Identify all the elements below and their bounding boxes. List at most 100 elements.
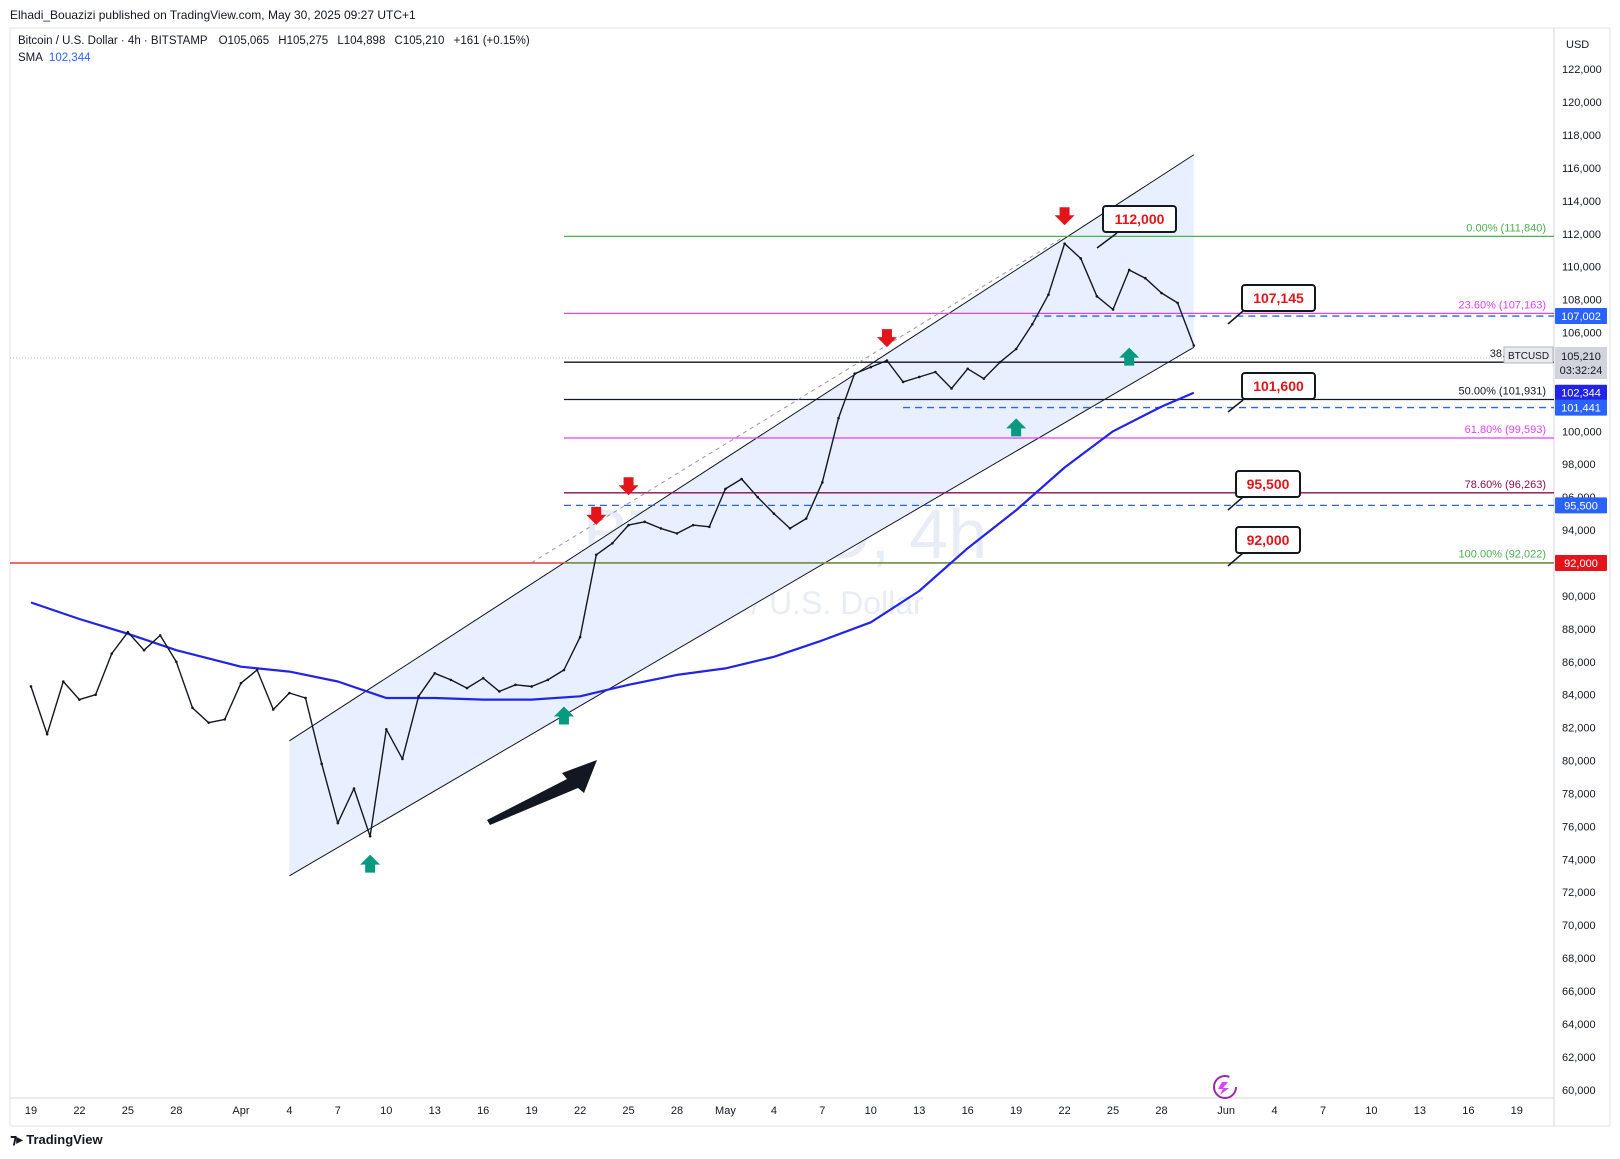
arrow-down-icon-0: [586, 506, 607, 525]
price-line-path-point-5: [110, 652, 114, 655]
fib-level-label-0: 0.00% (111,840): [1466, 222, 1546, 234]
time-axis-tick-16: 7: [819, 1105, 825, 1117]
symbol-legend[interactable]: Bitcoin / U.S. Dollar · 4h · BITSTAMP O1…: [18, 35, 530, 47]
time-axis-tick-10: 19: [526, 1105, 538, 1117]
current-price-value: 105,210: [1561, 351, 1601, 363]
price-line-path-point-0: [29, 685, 33, 688]
price-axis-badges: 107,002 102,344 101,441 95,500 92,000: [1555, 308, 1607, 571]
price-line-path-point-56: [934, 370, 937, 374]
callout-107145[interactable]: 107,145: [1227, 284, 1316, 325]
price-axis-tick-6: 72,000: [1562, 887, 1596, 899]
callout-101600[interactable]: 101,600: [1227, 372, 1316, 413]
price-axis-tick-4: 68,000: [1562, 953, 1596, 965]
price-line-path-point-71: [1176, 301, 1179, 305]
price-line-path-point-43: [724, 487, 727, 491]
time-axis-tick-27: 10: [1365, 1105, 1377, 1117]
price-line-path-point-36: [611, 541, 614, 545]
price-line-path-point-58: [966, 367, 969, 371]
price-badge-bg-1: [1555, 384, 1607, 401]
time-axis-tick-15: 4: [771, 1105, 777, 1117]
price-line-path-point-53: [885, 359, 889, 362]
price-axis-tick-3: 66,000: [1562, 986, 1596, 998]
sma-value: 102,344: [48, 52, 91, 64]
price-line-path-point-25: [433, 671, 437, 675]
sma-legend[interactable]: SMA 102,344: [18, 52, 91, 64]
price-line-path-point-14: [255, 668, 259, 672]
price-line-path-point-3: [78, 698, 81, 701]
arrow-up-icon-7: [1119, 347, 1140, 366]
price-line-path-point-20: [352, 787, 356, 790]
price-badge-2: 101,441: [1561, 403, 1601, 415]
arrow-markers: [360, 207, 1140, 873]
symbol-name: Bitcoin / U.S. Dollar · 4h · BITSTAMP: [18, 35, 208, 47]
price-line-path-point-55: [917, 375, 921, 379]
price-axis-tick-24: 108,000: [1562, 295, 1602, 307]
price-line-path-point-16: [288, 691, 291, 695]
callout-95500[interactable]: 95,500: [1227, 470, 1301, 511]
price-line-path-point-70: [1160, 291, 1163, 295]
price-line-path-point-63: [1047, 293, 1050, 296]
price-axis-tick-17: 94,000: [1562, 525, 1596, 537]
time-axis[interactable]: 19 22 25 28 Apr 4 7 10 13 16 19 22 25 28 May 4 7 10 13 16 19…: [25, 1105, 1523, 1117]
price-line-path-point-52: [869, 365, 873, 369]
price-line-path-point-23: [401, 757, 404, 761]
arrow-down-icon-3: [1054, 207, 1075, 226]
current-price-countdown: 03:32:24: [1560, 365, 1603, 377]
fib-level-label-3: 50.00% (101,931): [1459, 386, 1546, 398]
price-axis[interactable]: 60,000 62,000 64,000 66,000 68,000 70,000 72,0…: [1562, 64, 1602, 1097]
price-line-path-point-7: [142, 648, 146, 652]
price-badge-3: 95,500: [1564, 500, 1598, 512]
fib-retracement[interactable]: 0.00% (111,840)23.60% (107,163)38.20% (1…: [531, 222, 1554, 564]
time-axis-tick-8: 13: [429, 1105, 441, 1117]
price-badge-bg-0: [1555, 308, 1607, 325]
price-line-path-point-28: [481, 676, 485, 680]
parallel-channel[interactable]: [289, 154, 1195, 877]
price-line-path-point-44: [740, 477, 743, 481]
price-badge-4: 92,000: [1564, 558, 1598, 570]
price-line-path-point-19: [336, 821, 340, 825]
current-price-symbol: BTCUSD: [1508, 351, 1549, 362]
price-line-path-point-42: [708, 525, 711, 529]
time-axis-tick-9: 16: [477, 1105, 489, 1117]
price-line-path-point-40: [675, 532, 679, 535]
currency-selector[interactable]: USD: [1566, 39, 1589, 51]
fib-trend-line: [531, 235, 1065, 564]
arrow-down-icon-2: [876, 329, 897, 348]
price-axis-tick-9: 78,000: [1562, 788, 1596, 800]
price-axis-tick-2: 64,000: [1562, 1019, 1596, 1031]
price-line-path-point-35: [594, 553, 598, 557]
price-line-path-point-11: [207, 721, 210, 724]
price-line-path-point-59: [982, 377, 986, 380]
ohlc-low: L104,898: [337, 35, 386, 47]
price-series: [29, 242, 1196, 838]
price-line-path-point-12: [223, 718, 227, 721]
price-badge-1: 102,344: [1561, 388, 1601, 400]
time-axis-tick-28: 13: [1414, 1105, 1426, 1117]
sma-label: SMA: [18, 52, 43, 64]
time-axis-tick-25: 4: [1271, 1105, 1277, 1117]
tradingview-logo-icon: ⁊▸: [10, 1131, 23, 1147]
callout-112000[interactable]: 112,000: [1096, 205, 1177, 249]
price-axis-tick-26: 112,000: [1562, 229, 1601, 241]
price-line-path-point-32: [546, 678, 550, 682]
time-axis-tick-2: 25: [122, 1105, 134, 1117]
time-axis-tick-5: 4: [286, 1105, 292, 1117]
publish-info: Elhadi_Bouazizi published on TradingView…: [10, 8, 416, 22]
price-line-path-point-6: [126, 630, 130, 634]
price-line-path-point-17: [304, 696, 307, 700]
price-axis-tick-28: 116,000: [1562, 163, 1601, 175]
price-line-path-point-47: [788, 527, 792, 530]
price-axis-tick-20: 100,000: [1562, 426, 1602, 438]
fib-level-label-4: 61.80% (99,593): [1465, 424, 1546, 436]
price-axis-tick-11: 82,000: [1562, 723, 1596, 735]
price-line-path-point-15: [271, 708, 275, 711]
price-axis-tick-1: 62,000: [1562, 1052, 1596, 1064]
tradingview-logo[interactable]: ⁊▸ TradingView: [10, 1131, 103, 1148]
time-axis-tick-21: 22: [1058, 1105, 1070, 1117]
callout-92000[interactable]: 92,000: [1227, 526, 1301, 567]
price-axis-tick-15: 90,000: [1562, 591, 1596, 603]
price-line-path-point-66: [1095, 295, 1099, 298]
sparkle-icon[interactable]: [1213, 1075, 1237, 1099]
channel-upper-line: [289, 154, 1195, 742]
